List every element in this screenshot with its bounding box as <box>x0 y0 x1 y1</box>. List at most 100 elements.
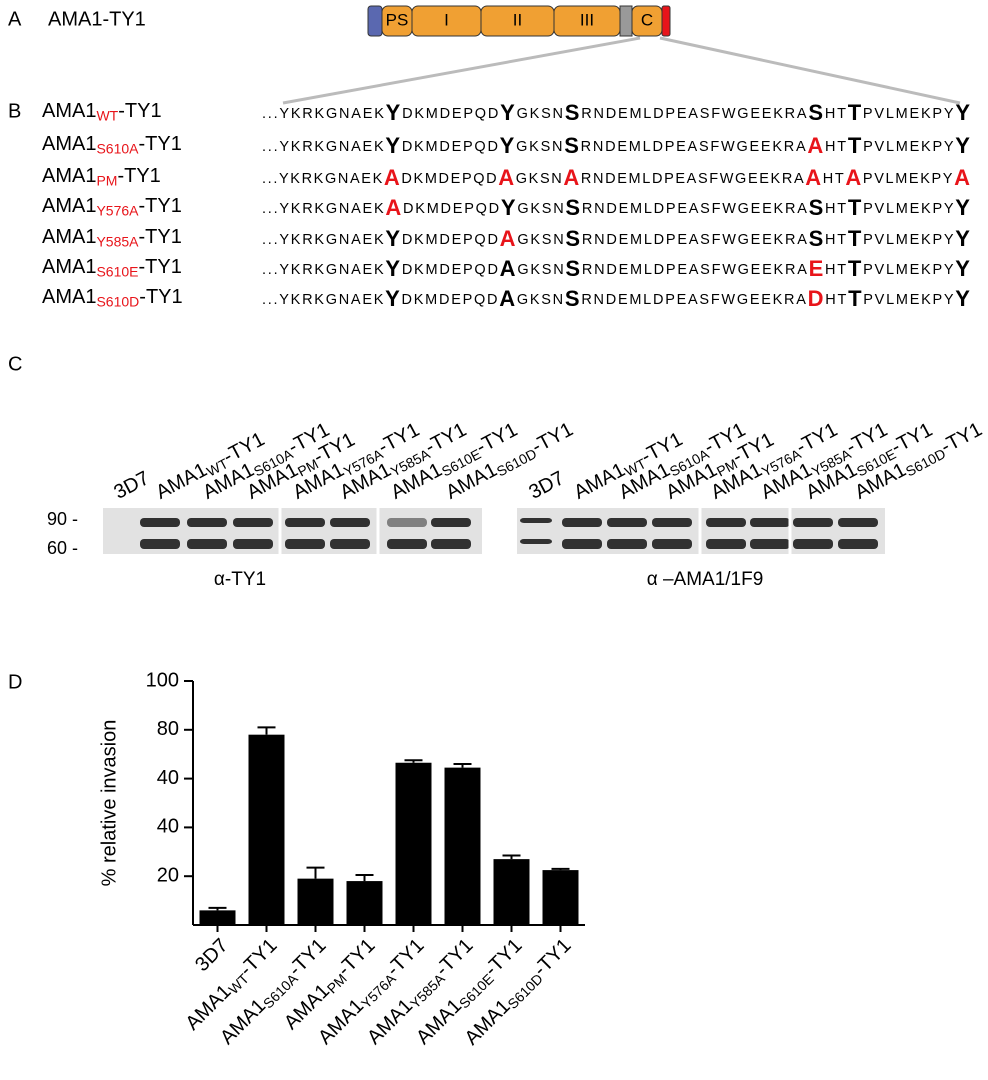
sequence-part: HT <box>825 106 846 122</box>
zoom-line <box>282 36 641 105</box>
band <box>607 518 647 527</box>
residue: Y <box>500 133 515 158</box>
sequence: ...YKRKGNAEKY DKMDEPQDY GKSNS RNDEMLDPEASFW… <box>262 100 970 125</box>
residue: S <box>808 100 823 125</box>
label-part: PM <box>96 172 117 188</box>
residue: S <box>565 100 580 125</box>
error-bar <box>502 854 521 860</box>
sequence-part: RNDEMLDPEASFWGEEKRA <box>582 262 807 278</box>
sequence-part: DKMDEPQD <box>401 171 496 187</box>
label-part: AMA1 <box>42 286 96 308</box>
label-part: 3D7 <box>110 467 153 504</box>
sequence-part: ...YKRKGNAEK <box>262 232 384 248</box>
residue: A <box>500 226 516 251</box>
sequence-part: HT <box>825 139 846 155</box>
label-part: -TY1 <box>937 419 986 459</box>
label-part: AMA1 <box>42 100 96 122</box>
band <box>520 539 552 544</box>
residue: S <box>565 286 580 311</box>
band <box>187 518 227 527</box>
bar <box>248 734 285 925</box>
residue: S <box>809 195 824 220</box>
label-part: AMA1 <box>42 165 96 187</box>
label-part: WT <box>96 107 118 123</box>
residue: Y <box>385 286 400 311</box>
domain-label: III <box>580 10 594 29</box>
band <box>562 518 602 527</box>
label-part: -TY1 <box>139 256 182 278</box>
bar <box>199 910 236 925</box>
label-part: -TY1 <box>528 419 577 459</box>
sequence-part: RNDEMLDPEASFWGEEKRA <box>581 106 807 122</box>
band <box>187 539 227 549</box>
band <box>838 539 878 549</box>
domain-label: C <box>641 10 653 29</box>
residue: Y <box>955 100 970 125</box>
residue: Y <box>955 256 970 281</box>
residue: T <box>848 100 862 125</box>
domain-label: I <box>444 10 449 29</box>
sequence-part: PVLMEKPY <box>863 262 954 278</box>
label-part: S610E <box>96 263 138 279</box>
band <box>652 539 692 549</box>
sequence-part: HT <box>823 171 844 187</box>
construct-name: AMA1-TY1 <box>48 8 146 30</box>
label-part: S610D <box>494 445 539 479</box>
signal-peptide <box>367 5 383 37</box>
sequence: ...YKRKGNAEKY DKMDEPQDA GKSNS RNDEMLDPEASFW… <box>262 286 970 311</box>
residue: T <box>848 226 862 251</box>
panel-label: D <box>8 671 22 693</box>
label-part: S610A <box>96 140 139 156</box>
residue: Y <box>955 195 970 220</box>
residue: T <box>848 256 862 281</box>
sequence-part: PVLMEKPY <box>863 106 954 122</box>
sequence-part: HT <box>825 232 846 248</box>
band <box>387 539 427 549</box>
sequence-part: RNDEMLDPEASFWGEEKRA <box>581 139 806 155</box>
band <box>706 518 746 527</box>
blot-caption: α-TY1 <box>214 569 266 590</box>
sequence-part: HT <box>825 262 846 278</box>
sequence: ...YKRKGNAEKY DKMDEPQDA GKSNS RNDEMLDPEASFW… <box>262 226 970 251</box>
y-tick-label: 20 <box>157 864 179 886</box>
label-part: -TY1 <box>118 100 161 122</box>
error-bar <box>355 873 374 882</box>
sequence-part: PVLMEKPY <box>863 171 953 187</box>
bar <box>542 870 579 925</box>
residue: A <box>954 165 970 190</box>
residue: Y <box>386 100 401 125</box>
lane-label: 3D7 <box>110 467 153 504</box>
band <box>285 539 325 549</box>
sequence: ...YKRKGNAEKA DKMDEPQDA GKSNA RNDEMLDPEASFW… <box>262 165 970 190</box>
band <box>233 518 273 527</box>
sequence-part: DKMDEPQD <box>402 232 498 248</box>
label-part: -TY1 <box>139 133 182 155</box>
residue: Y <box>500 100 515 125</box>
error-bar <box>551 867 570 871</box>
residue: A <box>807 133 823 158</box>
sequence-part: ...YKRKGNAEK <box>262 201 384 217</box>
label-part: Y576A <box>96 202 139 218</box>
label-part: -TY1 <box>117 165 160 187</box>
label-part: -TY1 <box>139 226 182 248</box>
residue: Y <box>385 256 400 281</box>
label-part: AMA1 <box>42 195 96 217</box>
construct-name: AMA1WT-TY1 <box>42 100 162 123</box>
construct-name: AMA1S610E-TY1 <box>42 256 182 279</box>
residue: S <box>565 226 580 251</box>
zoom-line <box>659 36 961 105</box>
domain-label: II <box>513 10 522 29</box>
label-part: AMA1 <box>42 133 96 155</box>
panel-label: A <box>8 8 22 30</box>
y-tick-label: 80 <box>157 718 179 740</box>
band <box>562 539 602 549</box>
error-bar <box>404 759 423 763</box>
construct-name: AMA1Y585A-TY1 <box>42 226 182 249</box>
sequence-part: DKMDEPQD <box>402 262 498 278</box>
blot-caption: α –AMA1/1F9 <box>647 569 764 590</box>
band <box>140 518 180 527</box>
sequence-part: GKSN <box>516 171 562 187</box>
bar <box>395 762 432 925</box>
domain-box <box>553 5 621 37</box>
label-part: S610D <box>96 293 139 309</box>
